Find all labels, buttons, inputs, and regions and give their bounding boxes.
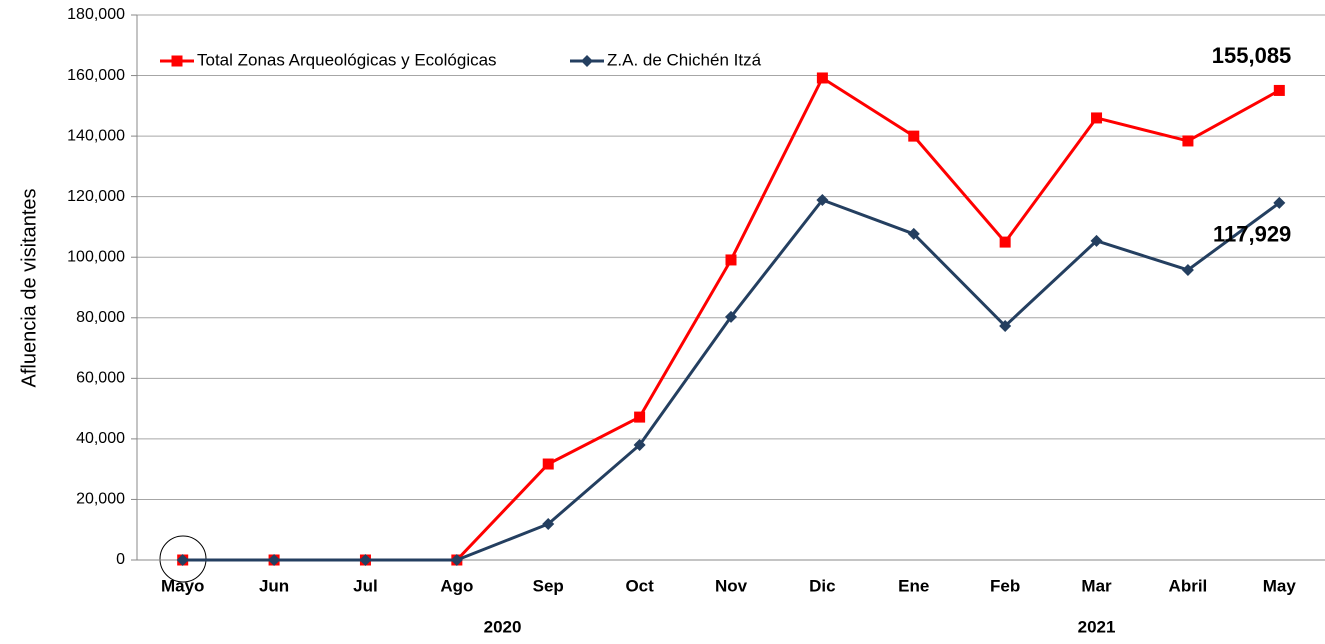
- x-tick-label: Jul: [353, 576, 378, 595]
- y-tick-label: 180,000: [67, 6, 125, 23]
- y-tick-label: 120,000: [67, 188, 125, 205]
- y-tick-label: 60,000: [76, 370, 125, 387]
- legend-label: Total Zonas Arqueológicas y Ecológicas: [197, 50, 497, 69]
- data-point: [999, 319, 1012, 332]
- y-tick-label: 100,000: [67, 248, 125, 265]
- value-label: 155,085: [1212, 43, 1292, 68]
- x-tick-label: Oct: [625, 576, 654, 595]
- y-tick-label: 80,000: [76, 309, 125, 326]
- legend-label: Z.A. de Chichén Itzá: [607, 50, 762, 69]
- data-point: [450, 554, 463, 566]
- data-point: [633, 438, 646, 451]
- data-point: [725, 310, 737, 323]
- data-point: [1090, 234, 1103, 247]
- y-tick-label: 20,000: [76, 491, 125, 508]
- x-tick-label: Abril: [1169, 576, 1208, 595]
- x-tick-label: Ago: [440, 576, 473, 595]
- legend-marker: [171, 55, 183, 67]
- x-tick-label: Mayo: [161, 576, 204, 595]
- x-tick-label: Sep: [533, 576, 564, 595]
- series-line: [182, 198, 1281, 562]
- data-point: [1273, 84, 1285, 96]
- value-label: 117,929: [1213, 222, 1291, 247]
- data-point: [176, 554, 189, 566]
- data-point: [1091, 112, 1103, 124]
- x-tick-label: Mar: [1081, 576, 1112, 595]
- x-tick-label: Ene: [898, 576, 929, 595]
- x-tick-label: May: [1263, 576, 1297, 595]
- data-point: [1273, 196, 1286, 209]
- x-tick-label: Jun: [259, 576, 289, 595]
- x-tick-label: Feb: [990, 576, 1020, 595]
- data-point: [725, 254, 737, 266]
- data-point: [1182, 135, 1194, 147]
- y-tick-label: 0: [116, 551, 125, 568]
- data-point: [542, 517, 555, 530]
- data-point: [908, 130, 920, 142]
- data-point: [268, 554, 281, 566]
- legend-marker: [581, 55, 593, 67]
- y-axis-label: Afluencia de visitantes: [18, 188, 40, 387]
- y-tick-label: 160,000: [67, 67, 125, 84]
- data-point: [359, 554, 372, 566]
- y-tick-label: 40,000: [76, 430, 125, 447]
- year-label: 2021: [1078, 617, 1116, 636]
- data-point: [542, 458, 554, 470]
- data-point: [816, 193, 829, 206]
- year-label: 2020: [484, 617, 522, 636]
- data-point: [907, 227, 920, 240]
- data-point: [816, 72, 828, 84]
- x-tick-label: Dic: [809, 576, 835, 595]
- data-point: [1181, 263, 1194, 276]
- data-point: [999, 236, 1011, 248]
- y-tick-label: 140,000: [67, 127, 125, 144]
- data-point: [634, 411, 646, 423]
- x-tick-label: Nov: [715, 576, 748, 595]
